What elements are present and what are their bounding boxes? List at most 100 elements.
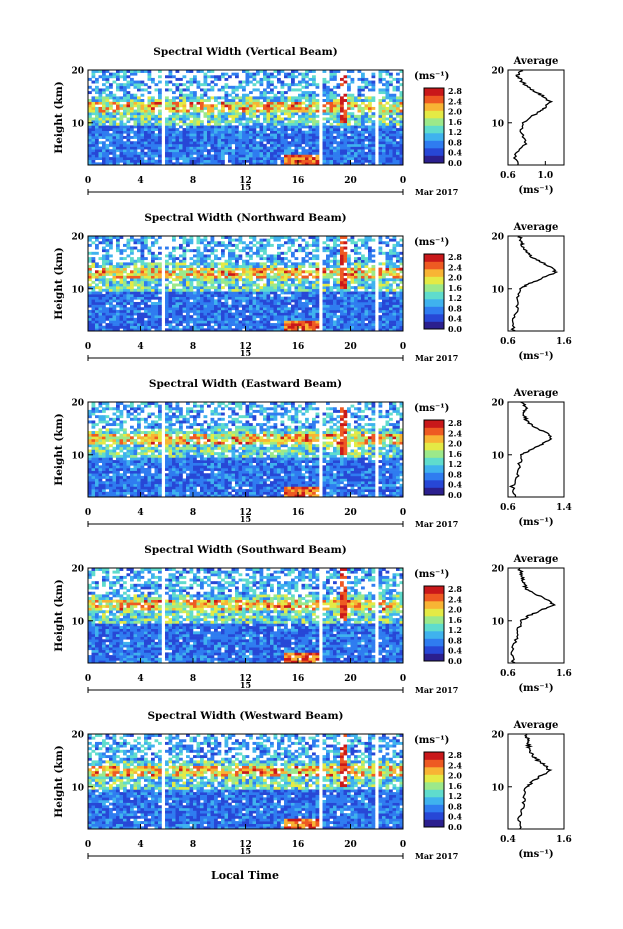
heatmap-cell <box>193 135 197 139</box>
heatmap-cell <box>210 259 215 263</box>
heatmap-cell <box>329 133 334 137</box>
heatmap-cell <box>182 283 187 287</box>
heatmap-cell <box>242 130 246 134</box>
heatmap-cell <box>382 77 386 81</box>
heatmap-cell <box>172 91 176 95</box>
heatmap-cell <box>147 317 152 321</box>
heatmap-cell <box>182 114 187 118</box>
heatmap-cell <box>172 254 176 258</box>
heatmap-cell <box>343 309 348 313</box>
heatmap-cell <box>333 286 337 290</box>
heatmap-cell <box>308 70 313 73</box>
heatmap-cell <box>357 120 362 124</box>
heatmap-cell <box>322 328 327 332</box>
heatmap-cell <box>385 83 390 87</box>
heatmap-cell <box>385 307 390 311</box>
heatmap-cell <box>315 154 320 158</box>
heatmap-cell <box>116 106 120 110</box>
heatmap-cell <box>98 278 103 282</box>
heatmap-cell <box>109 280 113 284</box>
heatmap-cell <box>88 130 92 134</box>
heatmap-cell <box>228 141 232 145</box>
heatmap-cell <box>252 243 257 247</box>
heatmap-cell <box>284 301 288 305</box>
heatmap-cell <box>364 143 369 147</box>
heatmap-cell <box>273 238 278 242</box>
heatmap-cell <box>273 141 278 145</box>
heatmap-cell <box>333 125 337 129</box>
heatmap-cell <box>147 304 152 308</box>
heatmap-cell <box>158 75 162 79</box>
heatmap-cell <box>270 138 274 142</box>
heatmap-cell <box>252 307 257 311</box>
heatmap-cell <box>95 238 99 242</box>
heatmap-cell <box>291 299 295 303</box>
heatmap-cell <box>266 91 271 95</box>
heatmap-cell <box>280 309 285 313</box>
heatmap-cell <box>231 109 236 113</box>
heatmap-cell <box>130 270 134 274</box>
heatmap-cell <box>151 280 155 284</box>
heatmap-cell <box>179 101 183 105</box>
heatmap-cell <box>88 120 92 124</box>
heatmap-cell <box>172 236 176 239</box>
heatmap-cell <box>347 106 351 110</box>
heatmap-cell <box>263 315 267 319</box>
heatmap-cell <box>133 238 138 242</box>
heatmap-cell <box>389 104 393 108</box>
heatmap-cell <box>385 159 390 163</box>
heatmap-cell <box>399 141 404 145</box>
heatmap-cell <box>326 283 330 287</box>
heatmap-cell <box>200 149 204 153</box>
heatmap-cell <box>273 117 278 121</box>
heatmap-cell <box>105 101 110 105</box>
heatmap-cell <box>329 301 334 305</box>
heatmap-cell <box>98 296 103 300</box>
heatmap-cell <box>385 259 390 263</box>
heatmap-cell <box>140 299 145 303</box>
heatmap-cell <box>326 146 330 150</box>
heatmap-cell <box>280 101 285 105</box>
heatmap-cell <box>287 236 292 239</box>
heatmap-cell <box>249 109 253 113</box>
heatmap-cell <box>301 309 306 313</box>
heatmap-cell <box>196 149 201 153</box>
heatmap-cell <box>179 146 183 150</box>
heatmap-cell <box>189 325 194 329</box>
heatmap-cell <box>214 130 218 134</box>
heatmap-cell <box>273 296 278 300</box>
heatmap-cell <box>217 141 222 145</box>
heatmap-cell <box>378 320 383 324</box>
heatmap-cell <box>221 143 225 147</box>
heatmap-cell <box>147 159 152 163</box>
heatmap-cell <box>280 325 285 329</box>
colorbar-swatch <box>424 148 444 156</box>
heatmap-cell <box>228 262 232 266</box>
heatmap-cell <box>284 133 288 137</box>
heatmap-cell <box>175 294 180 297</box>
heatmap-cell <box>315 283 320 287</box>
heatmap-cell <box>235 154 239 158</box>
heatmap-cell <box>326 320 330 324</box>
heatmap-cell <box>382 251 386 255</box>
heatmap-cell <box>336 280 341 284</box>
heatmap-cell <box>144 106 148 110</box>
heatmap-cell <box>329 291 334 295</box>
heatmap-cell <box>270 120 274 124</box>
heatmap-cell <box>298 291 302 295</box>
heatmap-cell <box>308 323 313 327</box>
heatmap-cell <box>329 77 334 81</box>
heatmap-cell <box>126 104 131 108</box>
heatmap-cell <box>259 133 264 137</box>
heatmap-cell <box>315 315 320 319</box>
heatmap-cell <box>252 320 257 324</box>
heatmap-cell <box>179 270 183 274</box>
heatmap-cell <box>137 291 141 295</box>
heatmap-cell <box>270 101 274 105</box>
heatmap-cell <box>347 254 351 258</box>
heatmap-cell <box>280 262 285 266</box>
heatmap-cell <box>203 317 208 321</box>
heatmap-cell <box>266 241 271 245</box>
heatmap-cell <box>95 296 99 300</box>
heatmap-cell <box>133 280 138 284</box>
